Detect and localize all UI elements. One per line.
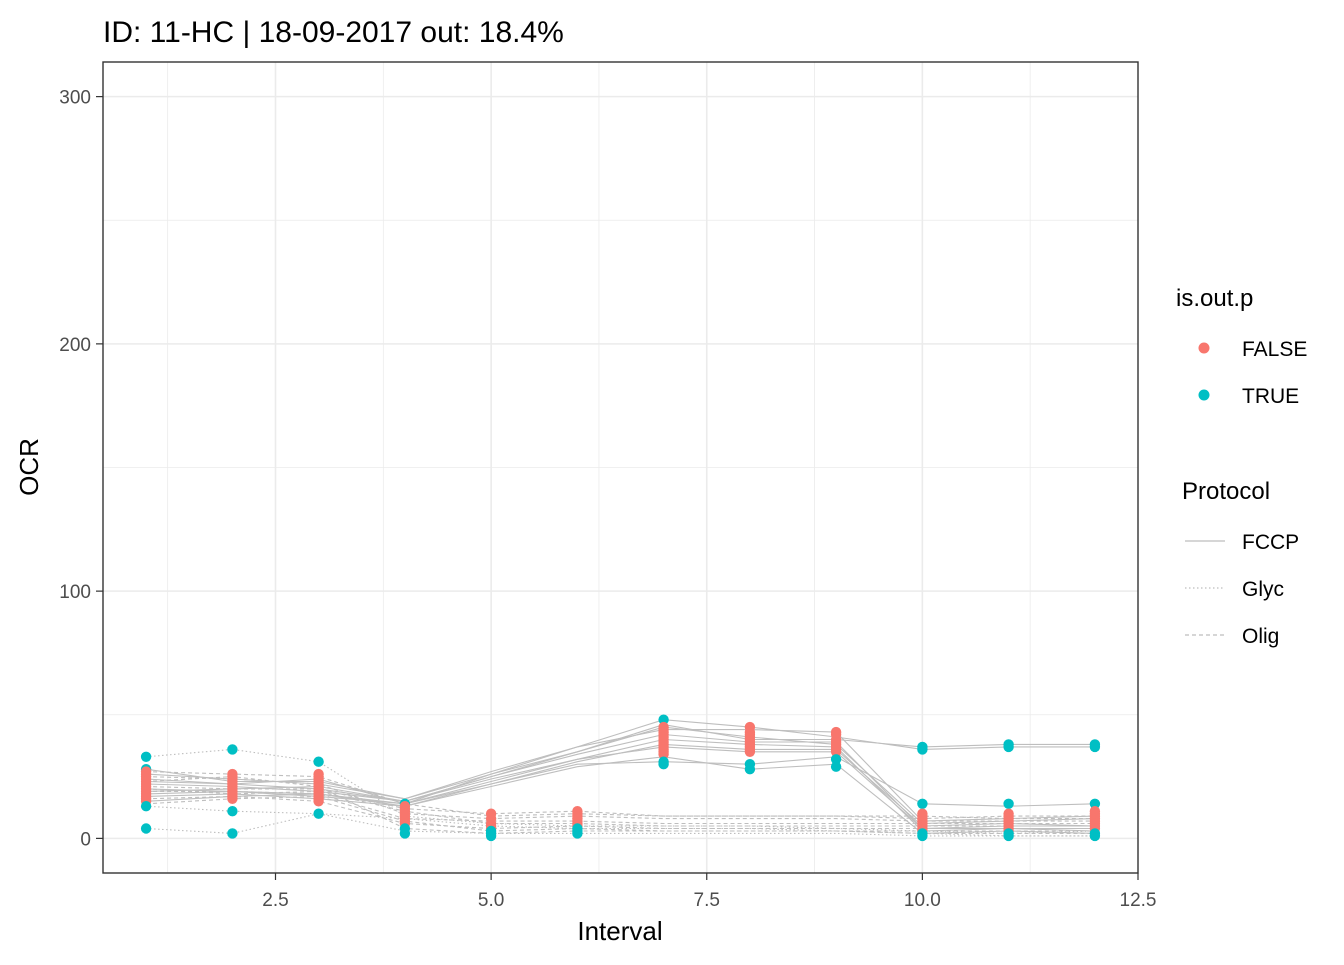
series-line-olig — [146, 771, 1095, 820]
series-line-olig — [146, 795, 1095, 830]
data-point-true — [140, 801, 152, 812]
data-point-false — [830, 746, 842, 757]
legend-color-title: is.out.p — [1176, 285, 1253, 312]
panel-border — [102, 61, 1139, 874]
data-point-false — [313, 796, 324, 807]
data-point-true — [917, 744, 928, 755]
legend-key-true — [1198, 389, 1210, 401]
data-point-true — [744, 764, 756, 775]
legend-label-true: TRUE — [1242, 385, 1299, 408]
data-point-true — [1003, 830, 1014, 842]
x-tick-label: 2.5 — [262, 890, 288, 911]
series-line-olig — [146, 795, 1095, 832]
series-line-olig — [146, 785, 1095, 820]
data-point-true — [140, 751, 152, 762]
data-point-true — [1089, 741, 1101, 753]
data-point-true — [1089, 798, 1101, 809]
series-line-glyc — [146, 813, 1095, 837]
y-tick-label: 0 — [80, 829, 91, 850]
series-line-olig — [146, 788, 1095, 827]
legend-label-false: FALSE — [1242, 338, 1307, 361]
legend-label-olig: Olig — [1242, 625, 1279, 648]
series-line-olig — [146, 776, 1095, 834]
data-point-true — [1089, 830, 1101, 842]
data-point-true — [658, 714, 669, 725]
legend-key-false — [1198, 342, 1210, 354]
series-line-olig — [146, 790, 1095, 825]
x-tick-label: 5.0 — [478, 890, 504, 911]
series-line-fccp — [146, 719, 1095, 805]
data-point-true — [140, 823, 152, 834]
data-point-true — [917, 798, 928, 809]
y-axis-title: OCR — [14, 438, 44, 496]
data-point-true — [830, 754, 842, 765]
data-point-true — [227, 828, 238, 839]
data-point-true — [1003, 798, 1014, 809]
chart-title: ID: 11-HC | 18-09-2017 out: 18.4% — [103, 16, 564, 49]
legend-protocol-title: Protocol — [1182, 478, 1270, 505]
series-line-fccp — [146, 724, 1095, 800]
data-point-true — [1003, 741, 1014, 753]
series-line-fccp — [146, 756, 1095, 807]
axes-layer: 2.5 5.0 7.5 10.0 12.5 0 100 200 300 — [59, 88, 1156, 911]
data-point-true — [572, 828, 583, 839]
series-lines — [146, 719, 1095, 837]
series-line-olig — [146, 776, 1095, 822]
y-tick-label: 300 — [59, 88, 91, 109]
x-tick-label: 12.5 — [1120, 890, 1157, 911]
data-point-true — [313, 756, 324, 767]
legend-color: is.out.p FALSE TRUE — [1176, 285, 1307, 408]
legend-label-fccp: FCCP — [1242, 531, 1299, 554]
data-point-true — [658, 759, 669, 770]
x-tick-label: 7.5 — [694, 890, 720, 911]
data-point-true — [227, 744, 238, 755]
data-point-true — [917, 830, 928, 842]
data-point-true — [830, 761, 842, 772]
data-point-false — [744, 746, 756, 757]
data-point-true — [485, 830, 497, 842]
y-tick-label: 200 — [59, 335, 91, 356]
legend-label-glyc: Glyc — [1242, 578, 1284, 601]
data-point-true — [313, 808, 324, 819]
data-points — [140, 714, 1101, 842]
data-point-false — [658, 749, 669, 760]
x-axis-title: Interval — [577, 916, 662, 946]
legend-protocol: Protocol FCCP Glyc Olig — [1182, 478, 1299, 648]
x-tick-label: 10.0 — [904, 890, 941, 911]
data-point-false — [227, 793, 238, 804]
data-point-true — [227, 806, 238, 817]
y-tick-label: 100 — [59, 582, 91, 603]
data-point-true — [399, 828, 411, 839]
